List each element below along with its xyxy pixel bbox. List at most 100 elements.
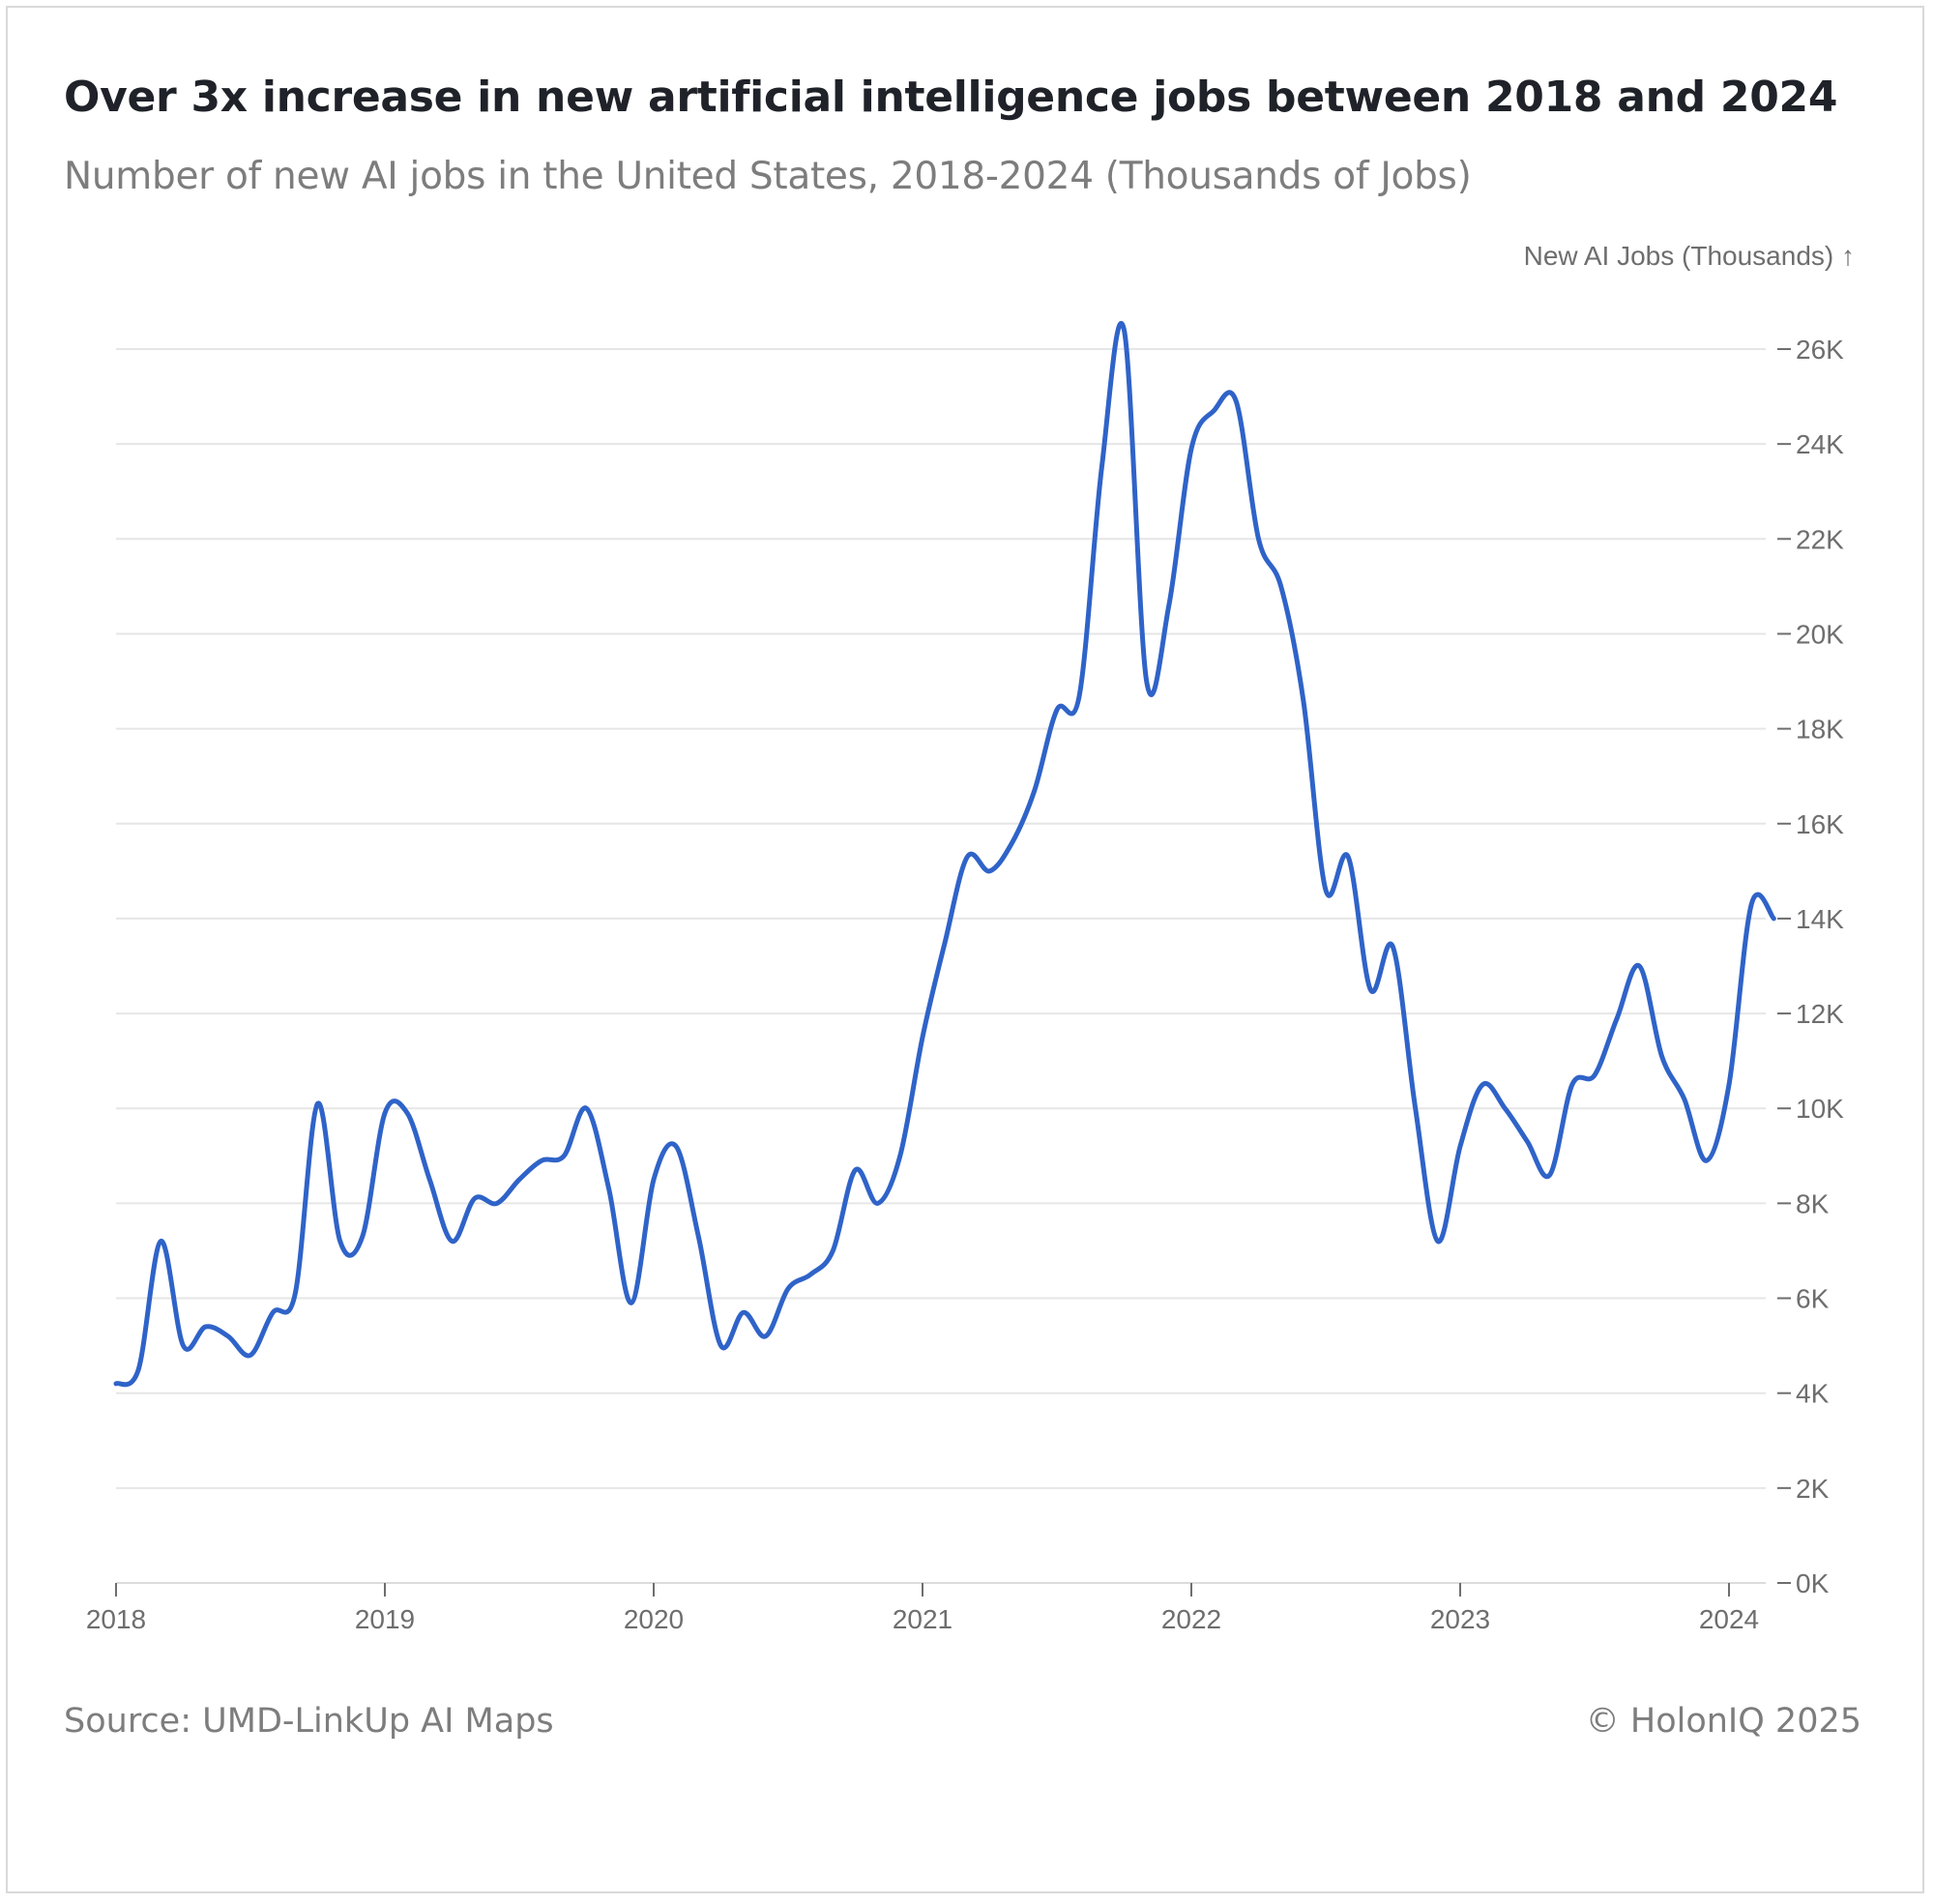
y-axis: 0K 2K 4K 6K 8K 10K 12K 14K 16K 18K 20K 22K 24K 26K bbox=[1777, 335, 1844, 1598]
data-point bbox=[1592, 1072, 1597, 1078]
data-point bbox=[1144, 679, 1150, 685]
y-tick-label: 20K bbox=[1796, 619, 1844, 649]
data-point bbox=[695, 1234, 701, 1240]
y-tick-label: 0K bbox=[1796, 1568, 1830, 1598]
y-tick-label: 12K bbox=[1796, 999, 1844, 1029]
data-point bbox=[1099, 465, 1104, 471]
data-point bbox=[1771, 916, 1776, 922]
data-point bbox=[292, 1291, 298, 1297]
data-point bbox=[472, 1196, 478, 1202]
chart-card bbox=[6, 6, 1924, 1893]
data-point bbox=[987, 868, 993, 874]
data-point bbox=[1076, 692, 1082, 698]
data-point bbox=[158, 1239, 163, 1245]
data-point bbox=[270, 1309, 276, 1315]
y-tick-label: 26K bbox=[1796, 335, 1844, 365]
y-tick-label: 14K bbox=[1796, 904, 1844, 934]
data-point bbox=[606, 1186, 612, 1192]
data-point bbox=[181, 1343, 187, 1349]
data-point bbox=[942, 940, 948, 946]
data-point bbox=[404, 1110, 410, 1116]
data-point bbox=[1435, 1239, 1441, 1245]
data-point bbox=[673, 1144, 679, 1150]
data-point bbox=[516, 1177, 522, 1183]
data-point bbox=[1122, 327, 1128, 333]
y-tick-label: 10K bbox=[1796, 1094, 1844, 1124]
y-tick-label: 2K bbox=[1796, 1474, 1830, 1504]
series-line bbox=[113, 320, 1776, 1388]
data-point bbox=[1367, 987, 1373, 993]
y-tick-label: 4K bbox=[1796, 1379, 1830, 1409]
data-point bbox=[1614, 1015, 1620, 1021]
data-point bbox=[1547, 1172, 1553, 1178]
data-point bbox=[763, 1333, 769, 1339]
data-point bbox=[651, 1177, 657, 1183]
y-tick-label: 24K bbox=[1796, 429, 1844, 459]
data-point bbox=[1233, 398, 1239, 404]
data-point bbox=[135, 1366, 141, 1372]
data-point bbox=[450, 1239, 455, 1245]
data-point bbox=[785, 1286, 791, 1292]
data-point bbox=[853, 1167, 859, 1173]
x-axis: 2018 2019 2020 2021 2022 2023 2024 bbox=[86, 1583, 1759, 1634]
data-point bbox=[1704, 1157, 1710, 1163]
data-point bbox=[1413, 1105, 1419, 1111]
data-point bbox=[113, 1381, 119, 1387]
chart-subtitle: Number of new AI jobs in the United Stat… bbox=[64, 155, 1472, 198]
data-point bbox=[561, 1153, 567, 1158]
data-point bbox=[1457, 1144, 1463, 1150]
data-point bbox=[920, 1035, 925, 1040]
data-point bbox=[337, 1239, 343, 1245]
source-note: Source: UMD-LinkUp AI Maps bbox=[64, 1702, 554, 1741]
data-point bbox=[964, 854, 970, 860]
data-point bbox=[718, 1343, 724, 1349]
x-tick-label: 2024 bbox=[1699, 1604, 1759, 1634]
data-point bbox=[1256, 536, 1262, 542]
data-point bbox=[426, 1177, 432, 1183]
y-tick-label: 22K bbox=[1796, 524, 1844, 554]
data-point bbox=[1301, 697, 1306, 703]
data-point bbox=[629, 1300, 634, 1305]
data-point bbox=[1211, 408, 1216, 414]
data-point bbox=[1502, 1105, 1508, 1111]
data-point bbox=[360, 1234, 366, 1240]
data-point bbox=[1659, 1053, 1665, 1059]
data-point bbox=[1748, 901, 1754, 907]
data-point bbox=[1278, 583, 1284, 589]
y-tick-label: 8K bbox=[1796, 1188, 1830, 1218]
data-point bbox=[1636, 963, 1642, 969]
data-point bbox=[1032, 787, 1038, 793]
data-point bbox=[1525, 1139, 1531, 1145]
data-point bbox=[830, 1248, 835, 1254]
data-point bbox=[807, 1272, 813, 1277]
data-point bbox=[584, 1105, 590, 1111]
y-axis-label: New AI Jobs (Thousands) ↑ bbox=[1524, 241, 1855, 271]
data-point bbox=[1010, 839, 1015, 845]
y-tick-label: 16K bbox=[1796, 809, 1844, 839]
data-point bbox=[539, 1157, 544, 1163]
x-tick-label: 2021 bbox=[893, 1604, 952, 1634]
chart-title: Over 3x increase in new artificial intel… bbox=[64, 73, 1838, 122]
y-tick-label: 6K bbox=[1796, 1284, 1830, 1314]
x-tick-label: 2022 bbox=[1161, 1604, 1221, 1634]
x-tick-label: 2019 bbox=[355, 1604, 415, 1634]
data-point bbox=[1480, 1082, 1485, 1088]
data-point bbox=[1391, 944, 1396, 950]
data-point bbox=[1726, 1082, 1732, 1088]
x-tick-label: 2018 bbox=[86, 1604, 146, 1634]
data-point bbox=[741, 1309, 747, 1315]
x-tick-label: 2023 bbox=[1430, 1604, 1490, 1634]
data-point bbox=[1054, 707, 1060, 713]
gridlines bbox=[116, 348, 1766, 1584]
data-point bbox=[1323, 888, 1329, 893]
y-tick-label: 18K bbox=[1796, 715, 1844, 745]
data-point bbox=[248, 1352, 253, 1358]
data-point bbox=[315, 1100, 321, 1106]
data-point bbox=[1345, 854, 1351, 860]
data-point bbox=[1682, 1096, 1687, 1101]
data-point bbox=[1166, 602, 1172, 608]
x-tick-label: 2020 bbox=[624, 1604, 684, 1634]
data-point bbox=[1569, 1082, 1575, 1088]
data-point bbox=[1188, 446, 1194, 452]
